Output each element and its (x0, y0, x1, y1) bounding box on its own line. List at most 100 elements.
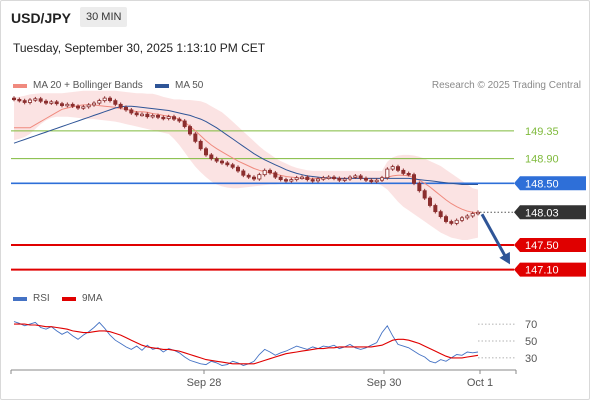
candle (198, 139, 203, 151)
level-tag-147.10: 147.10 (514, 262, 586, 277)
rsi-tick-label: 30 (525, 353, 537, 365)
candle (283, 177, 288, 183)
timeframe-badge[interactable]: 30 MIN (80, 7, 128, 27)
rsi-line (13, 321, 479, 366)
candle-body (145, 113, 150, 118)
level-tag-label: 147.10 (525, 265, 559, 277)
candle (443, 214, 448, 224)
candle (44, 99, 49, 105)
level-tag-bg (514, 237, 586, 252)
candle (225, 161, 230, 167)
candle-body (289, 179, 294, 182)
candle (150, 113, 155, 119)
candle (33, 96, 38, 102)
candle-body (337, 177, 342, 181)
candle-body (70, 103, 75, 107)
candle (235, 165, 240, 173)
price-tag-bg (514, 205, 586, 220)
candle (49, 100, 54, 105)
candle-body (17, 98, 22, 102)
legend-9ma: 9MA (62, 293, 103, 304)
instrument-title: USD/JPY (11, 10, 71, 26)
legend-ma50: MA 50 (155, 80, 203, 91)
candle-body (22, 100, 27, 103)
candle (385, 167, 390, 180)
candle-body (443, 216, 448, 222)
candle (193, 132, 198, 144)
level-tag-bg (514, 176, 586, 191)
candle-body (363, 177, 368, 181)
candle (209, 153, 214, 161)
candle-body (155, 115, 160, 118)
price-tag-148.03: 148.03 (514, 205, 586, 220)
candle-body (385, 168, 390, 179)
candle-body (108, 97, 113, 102)
candle-body (230, 164, 235, 168)
rsi-tick-label: 70 (525, 319, 537, 331)
candle (27, 98, 32, 105)
candle-body (315, 178, 320, 182)
candle-body (92, 102, 97, 106)
candle-body (139, 113, 144, 117)
price-tag-label: 148.03 (525, 207, 559, 219)
candle-body (44, 100, 49, 104)
candle-body (76, 105, 81, 109)
candle (161, 115, 166, 121)
candle (102, 96, 107, 103)
legend-rsi-swatch (13, 296, 27, 301)
candle-body (326, 176, 331, 180)
candle-body (422, 190, 427, 199)
candle-body (11, 97, 16, 101)
candle (379, 175, 384, 183)
candle (310, 177, 315, 183)
candle (347, 175, 352, 181)
candle (241, 169, 246, 178)
candle-body (129, 109, 134, 114)
candle (331, 175, 336, 181)
candle (54, 100, 59, 106)
candle-body (342, 178, 347, 181)
legend-9ma-label: 9MA (82, 293, 103, 304)
candle-body (454, 219, 459, 224)
candle-body (161, 116, 166, 120)
candle (449, 219, 454, 226)
candle-body (124, 107, 129, 111)
candle (267, 168, 272, 175)
candle-body (379, 177, 384, 181)
candle (475, 210, 480, 216)
candle (465, 214, 470, 220)
candle-body (406, 173, 411, 176)
candle-body (214, 158, 219, 162)
candle (326, 175, 331, 180)
candle (129, 108, 134, 115)
candle-body (150, 115, 155, 118)
candle (342, 177, 347, 183)
candle (417, 181, 422, 193)
candle (203, 146, 208, 157)
candle-body (177, 118, 182, 122)
candle (251, 175, 256, 181)
candle (182, 119, 187, 129)
candle-body (283, 179, 288, 182)
ma50-line (13, 105, 478, 185)
candle-body (65, 103, 70, 107)
candle (294, 175, 299, 182)
legend-ma20: MA 20 + Bollinger Bands (13, 80, 143, 91)
candle-body (166, 116, 171, 119)
candle (76, 104, 81, 110)
candle (166, 114, 171, 121)
candle-body (257, 174, 262, 180)
rsi-9ma-line (14, 323, 479, 365)
legend-9ma-swatch (62, 296, 76, 301)
legend-ma20-swatch (13, 83, 27, 88)
candle-body (86, 104, 91, 108)
candle (155, 113, 160, 120)
candle-body (321, 177, 326, 180)
legend-ma20-label: MA 20 + Bollinger Bands (33, 80, 143, 91)
credit-text: Research © 2025 Trading Central (431, 80, 581, 91)
candle-body (246, 174, 251, 178)
rsi-tick-label: 50 (525, 336, 537, 348)
level-tag-label: 147.50 (525, 240, 559, 252)
candle (177, 117, 182, 123)
candle-body (203, 148, 208, 156)
